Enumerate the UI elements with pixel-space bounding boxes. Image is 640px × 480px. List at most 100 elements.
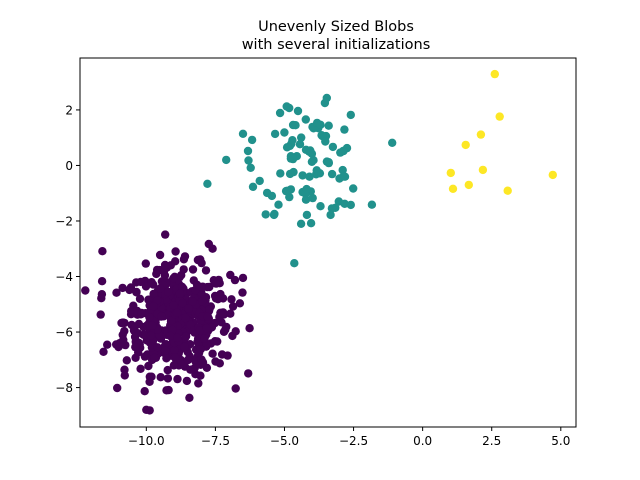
data-point-cluster-2 <box>490 69 499 79</box>
data-point-cluster-1 <box>338 165 347 175</box>
data-point-cluster-1 <box>247 135 257 145</box>
data-point-cluster-0 <box>161 230 170 239</box>
data-point-cluster-0 <box>213 337 222 346</box>
data-point-cluster-1 <box>285 103 294 113</box>
data-point-cluster-0 <box>112 288 121 297</box>
data-point-cluster-0 <box>117 318 126 328</box>
data-point-cluster-0 <box>173 374 182 384</box>
data-point-cluster-1 <box>340 125 349 134</box>
data-point-cluster-1 <box>336 148 345 157</box>
data-point-cluster-0 <box>145 313 154 322</box>
data-point-cluster-1 <box>244 156 253 165</box>
data-point-cluster-0 <box>112 340 121 349</box>
data-point-cluster-1 <box>285 192 294 202</box>
data-point-cluster-0 <box>150 353 159 362</box>
data-point-cluster-2 <box>448 184 458 193</box>
x-tick-label: 0.0 <box>413 434 432 448</box>
data-point-cluster-0 <box>162 386 171 395</box>
data-point-cluster-1 <box>322 93 331 103</box>
data-point-cluster-0 <box>169 301 178 310</box>
data-point-cluster-1 <box>316 120 325 129</box>
data-point-cluster-1 <box>305 172 314 181</box>
data-point-cluster-1 <box>269 210 279 220</box>
data-point-cluster-0 <box>192 280 202 289</box>
data-point-cluster-0 <box>149 289 158 299</box>
data-point-cluster-1 <box>270 129 280 139</box>
axes-background <box>80 58 576 427</box>
data-point-cluster-0 <box>113 383 122 393</box>
data-point-cluster-1 <box>316 202 325 211</box>
data-point-cluster-0 <box>166 331 175 341</box>
data-point-cluster-0 <box>103 340 112 349</box>
y-tick-label: 2 <box>65 103 73 117</box>
data-point-cluster-2 <box>461 140 470 150</box>
data-point-cluster-2 <box>548 170 557 180</box>
data-point-cluster-0 <box>171 247 180 256</box>
data-point-cluster-0 <box>202 324 211 333</box>
data-point-cluster-1 <box>248 182 258 191</box>
data-point-cluster-0 <box>148 321 157 330</box>
data-point-cluster-0 <box>238 273 248 283</box>
x-axis: −10.0 −7.5 −5.0 −2.5 0.0 2.5 5.0 <box>128 427 570 448</box>
x-tick-label: −10.0 <box>128 434 165 448</box>
data-point-cluster-0 <box>185 393 194 402</box>
data-point-cluster-1 <box>280 128 289 137</box>
data-point-cluster-1 <box>302 184 311 194</box>
data-point-cluster-1 <box>367 200 377 209</box>
data-point-cluster-0 <box>186 365 195 374</box>
data-point-cluster-0 <box>149 302 158 311</box>
data-point-cluster-1 <box>295 140 305 149</box>
y-tick-label: 0 <box>65 159 73 173</box>
data-point-cluster-0 <box>175 289 185 298</box>
data-point-cluster-0 <box>180 252 190 261</box>
data-point-cluster-2 <box>478 165 488 175</box>
data-point-cluster-0 <box>197 258 206 268</box>
data-point-cluster-1 <box>283 186 292 195</box>
chart-title-line-1: Unevenly Sized Blobs <box>258 19 414 35</box>
data-point-cluster-0 <box>172 308 182 317</box>
data-point-cluster-0 <box>178 299 187 308</box>
data-point-cluster-1 <box>340 172 350 181</box>
data-point-cluster-0 <box>235 299 245 308</box>
data-point-cluster-0 <box>200 334 209 343</box>
data-point-cluster-1 <box>326 210 335 220</box>
data-point-cluster-1 <box>243 146 253 156</box>
data-point-cluster-0 <box>98 247 107 256</box>
data-point-cluster-0 <box>96 310 105 319</box>
data-point-cluster-1 <box>255 176 264 186</box>
x-tick-label: −2.5 <box>339 434 368 448</box>
data-point-cluster-0 <box>213 295 223 304</box>
data-point-cluster-0 <box>135 294 145 303</box>
data-point-cluster-0 <box>146 331 155 340</box>
data-point-cluster-0 <box>160 346 170 355</box>
data-point-cluster-0 <box>181 313 190 323</box>
data-point-cluster-0 <box>173 333 182 343</box>
data-point-cluster-1 <box>327 169 337 179</box>
data-point-cluster-1 <box>288 136 297 145</box>
data-point-cluster-0 <box>194 379 203 388</box>
data-point-cluster-0 <box>223 351 232 360</box>
data-point-cluster-0 <box>196 345 205 354</box>
data-point-cluster-0 <box>97 277 107 286</box>
data-point-cluster-0 <box>121 340 130 350</box>
data-point-cluster-0 <box>163 365 172 375</box>
data-point-cluster-1 <box>301 115 310 124</box>
data-point-cluster-0 <box>99 347 108 356</box>
data-point-cluster-0 <box>97 294 106 303</box>
plot-area <box>79 57 577 428</box>
data-point-cluster-0 <box>132 287 141 297</box>
chart-title-line-2: with several initializations <box>242 37 431 53</box>
axes-frame <box>79 57 577 428</box>
data-point-cluster-0 <box>201 266 211 275</box>
data-point-cluster-0 <box>143 350 152 359</box>
data-point-cluster-1 <box>321 137 330 146</box>
data-point-cluster-2 <box>476 130 486 139</box>
data-point-cluster-0 <box>226 309 235 318</box>
data-point-cluster-0 <box>156 373 165 382</box>
data-point-cluster-0 <box>188 265 198 274</box>
data-point-cluster-1 <box>261 210 270 219</box>
data-point-cluster-0 <box>155 284 165 293</box>
data-point-cluster-0 <box>180 342 189 352</box>
data-point-cluster-2 <box>503 186 512 195</box>
